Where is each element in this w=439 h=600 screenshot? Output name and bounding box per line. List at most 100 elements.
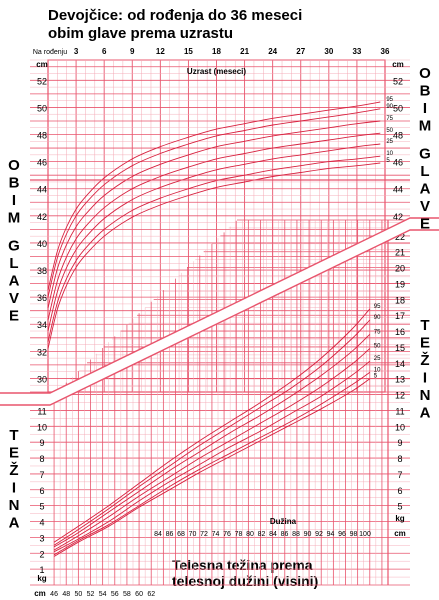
wl-y-tick-label-left: 1 (39, 565, 44, 575)
left-label-weight: A (9, 515, 20, 532)
hc-x-tick-label: 27 (296, 47, 305, 56)
hc-y-tick-label-right: 52 (393, 76, 403, 86)
right-label-head-circumference: O (419, 65, 431, 82)
wl-y-tick-label-right: 5 (397, 502, 402, 512)
band-upper-line (0, 217, 439, 394)
wl-percentile-curve-90 (53, 319, 371, 546)
wl-percentile-curve-5 (53, 378, 371, 557)
separator-band (0, 179, 439, 406)
wl-x-tick-label-mid: 86 (166, 531, 174, 538)
band-fill (0, 218, 439, 405)
right-label-weight: T (420, 317, 429, 334)
hc-x-tick-label: 33 (352, 47, 361, 56)
left-label-weight: T (9, 427, 18, 444)
head-circumference-curves (47, 101, 381, 349)
weight-for-length-curves (53, 308, 371, 557)
hc-percentile-curve-90 (47, 108, 381, 298)
left-label-weight: Ž (9, 461, 18, 479)
hc-x-tick-label: 12 (156, 47, 165, 56)
wl-unit-label-cm-right: cm (394, 529, 406, 538)
right-label-weight: A (420, 405, 431, 422)
hc-unit-label-left: cm (36, 60, 48, 69)
wl-percentile-label: 50 (374, 344, 381, 350)
wl-unit-label-kg-right: kg (395, 514, 404, 523)
hc-x-axis-label: Uzrast (meseci) (187, 67, 246, 76)
hc-x-tick-label: Na rođenju (33, 49, 67, 56)
wl-percentile-curve-95 (53, 308, 371, 543)
hc-percentile-label: 5 (386, 158, 390, 164)
wl-y-tick-label-right: 13 (395, 375, 405, 385)
wl-percentile-label: 95 (374, 304, 381, 310)
wl-y-tick-label-left: 2 (39, 549, 44, 559)
hc-percentile-label: 75 (386, 116, 393, 122)
wl-percentile-curve-25 (53, 360, 371, 553)
right-label-head-circumference: E (420, 216, 430, 233)
wl-y-tick-label-right: 16 (395, 327, 405, 337)
wl-y-tick-label-right: 20 (395, 264, 405, 274)
right-label-head-circumference: V (420, 198, 430, 215)
wl-x-tick-label-bottom: 62 (147, 591, 155, 598)
hc-x-tick-label: 3 (74, 47, 79, 56)
hc-y-tick-label-left: 40 (37, 239, 47, 249)
hc-percentile-label: 90 (386, 104, 393, 110)
wl-x-axis-label: Dužina (270, 517, 297, 526)
wl-y-tick-label-right: 12 (395, 391, 405, 401)
hc-y-tick-label-right: 50 (393, 103, 403, 113)
wl-x-tick-label-mid: 86 (281, 531, 289, 538)
hc-x-tick-label: 18 (212, 47, 221, 56)
wl-x-tick-label-mid: 74 (212, 531, 220, 538)
wl-y-tick-label-left: 5 (39, 502, 44, 512)
wl-y-tick-label-right: 17 (395, 311, 405, 321)
hc-x-tick-label: 30 (324, 47, 333, 56)
chart-title-line-2: obim glave prema uzrastu (48, 25, 233, 42)
wl-x-tick-label-mid: 98 (350, 531, 358, 538)
hc-percentile-curve-50 (47, 132, 381, 321)
wl-x-tick-label-mid: 78 (235, 531, 243, 538)
hc-x-tick-label: 36 (381, 47, 390, 56)
hc-percentile-label: 10 (386, 151, 393, 157)
weight-for-length-grid (30, 219, 410, 586)
wl-x-tick-label-mid: 88 (292, 531, 300, 538)
wl-x-tick-label-bottom: 48 (62, 591, 70, 598)
hc-percentile-curve-25 (47, 143, 381, 332)
wl-y-tick-label-left: 10 (37, 422, 47, 432)
wl-x-tick-label-bottom: 46 (50, 591, 58, 598)
wl-x-tick-label-bottom: 58 (123, 591, 131, 598)
chart-title-line-1: Devojčice: od rođenja do 36 meseci (48, 7, 302, 24)
right-label-head-circumference: L (420, 163, 429, 180)
wl-y-tick-label-left: 9 (39, 438, 44, 448)
wl-x-tick-label-bottom: 54 (99, 591, 107, 598)
hc-x-tick-label: 21 (240, 47, 249, 56)
wl-percentile-label: 10 (374, 367, 381, 373)
hc-y-tick-label-left: 48 (37, 131, 47, 141)
right-label-head-circumference: M (419, 118, 432, 135)
left-label-head-circumference: V (9, 290, 19, 307)
right-label-head-circumference: A (420, 181, 431, 198)
wl-y-tick-label-right: 9 (397, 438, 402, 448)
left-label-head-circumference: M (8, 210, 21, 227)
wl-x-tick-label-bottom: 60 (135, 591, 143, 598)
wl-y-tick-label-right: 7 (397, 470, 402, 480)
wl-x-tick-label-mid: 76 (223, 531, 231, 538)
left-label-head-circumference: L (9, 255, 18, 272)
wl-x-tick-label-mid: 100 (359, 531, 371, 538)
wl-y-tick-label-right: 19 (395, 279, 405, 289)
left-label-head-circumference: I (12, 192, 16, 209)
right-label-weight: I (423, 370, 427, 387)
wl-percentile-label: 75 (374, 329, 381, 335)
wl-percentile-curve-50 (53, 348, 371, 551)
hc-y-tick-label-left: 52 (37, 76, 47, 86)
hc-percentile-label: 50 (386, 128, 393, 134)
hc-percentile-curve-10 (47, 155, 381, 343)
wl-y-tick-label-right: 11 (395, 406, 404, 416)
hc-y-tick-label-left: 34 (37, 320, 47, 330)
hc-y-tick-label-right: 42 (393, 212, 403, 222)
hc-y-tick-label-left: 50 (37, 103, 47, 113)
band-lower-line (0, 229, 439, 406)
right-label-weight: N (420, 387, 431, 404)
hc-x-tick-label: 24 (268, 47, 277, 56)
hc-y-tick-label-left: 44 (37, 185, 47, 195)
wl-percentile-label: 90 (374, 315, 381, 321)
left-label-head-circumference: A (9, 273, 20, 290)
